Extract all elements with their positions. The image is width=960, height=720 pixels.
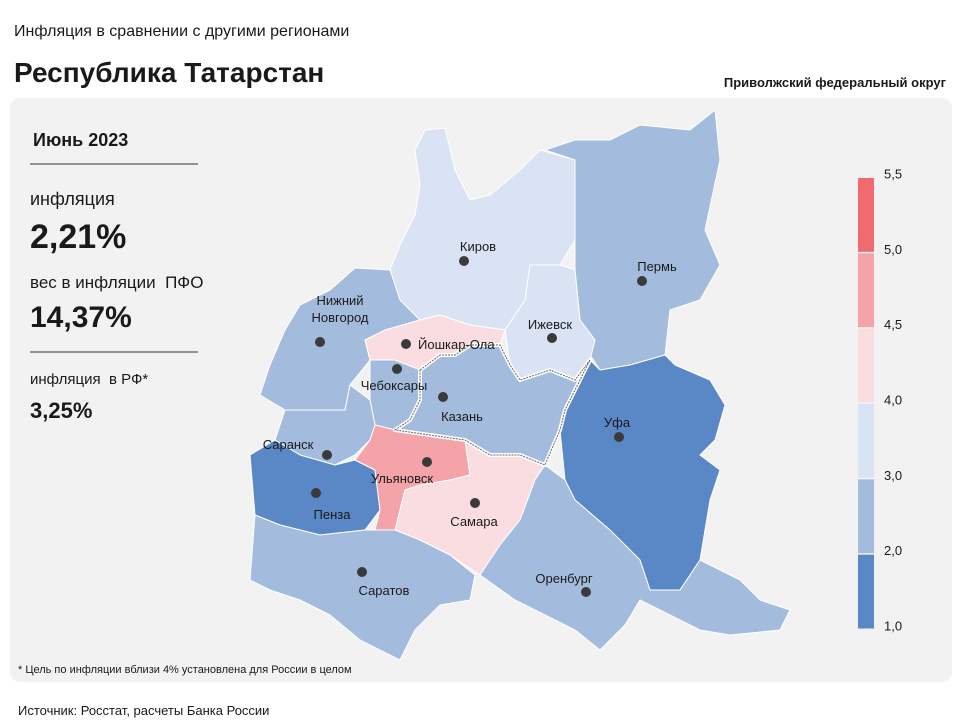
- city-label-line: Новгород: [312, 310, 369, 325]
- subtitle: Инфляция в сравнении с другими регионами: [14, 23, 349, 40]
- footnote: * Цель по инфляции вблизи 4% установлена…: [18, 664, 352, 676]
- city-label-line: Нижний: [316, 293, 363, 308]
- city-dot: [438, 392, 448, 402]
- region-outline: [393, 344, 591, 466]
- city-label: Уфа: [604, 415, 631, 430]
- city-dot: [459, 256, 469, 266]
- inflation-label: инфляция: [30, 189, 115, 209]
- city-label: Йошкар-Ола: [418, 337, 495, 352]
- city-label: Саранск: [263, 437, 314, 452]
- region: [479, 464, 791, 651]
- city-dot: [401, 339, 411, 349]
- city-label-line: Пермь: [637, 259, 677, 274]
- region: [274, 384, 376, 466]
- city-dot: [470, 498, 480, 508]
- city-label-line: Йошкар-Ола: [418, 337, 495, 352]
- city-label-line: Чебоксары: [361, 378, 428, 393]
- legend-tick-label: 4,5: [884, 317, 902, 332]
- legend-swatch: [858, 479, 874, 554]
- weight-value: 14,37%: [30, 301, 132, 334]
- city-label: Оренбург: [535, 571, 592, 586]
- weight-label: вес в инфляции ПФО: [30, 273, 203, 292]
- legend-swatch: [858, 253, 874, 328]
- city-label: Нижний Новгород: [312, 293, 369, 325]
- city-dot: [315, 337, 325, 347]
- legend-swatch: [858, 404, 874, 478]
- city-dot: [581, 587, 591, 597]
- city-dot: [322, 450, 332, 460]
- city-dot: [547, 333, 557, 343]
- city-label-line: Саратов: [359, 583, 410, 598]
- city-label-line: Оренбург: [535, 571, 592, 586]
- rf-value: 3,25%: [30, 398, 92, 423]
- city-label: Самара: [450, 514, 498, 529]
- city-label-line: Саранск: [263, 437, 314, 452]
- city-label: Киров: [460, 239, 496, 254]
- title: Республика Татарстан: [14, 57, 324, 88]
- period: Июнь 2023: [33, 130, 128, 150]
- legend-swatch: [858, 178, 874, 252]
- city-dot: [392, 364, 402, 374]
- city-label-line: Пенза: [314, 507, 352, 522]
- source: Источник: Росстат, расчеты Банка России: [18, 703, 269, 718]
- city-label: Пенза: [314, 507, 352, 522]
- city-dot: [614, 432, 624, 442]
- city-label-line: Ульяновск: [371, 471, 433, 486]
- city-dot: [422, 457, 432, 467]
- city-label: Ижевск: [528, 317, 573, 332]
- legend-tick-label: 5,0: [884, 242, 902, 257]
- city-label-line: Ижевск: [528, 317, 573, 332]
- city-label-line: Уфа: [604, 415, 631, 430]
- legend-tick-label: 2,0: [884, 543, 902, 558]
- city-label: Саратов: [359, 583, 410, 598]
- city-label-line: Казань: [441, 409, 483, 424]
- city-label: Ульяновск: [371, 471, 433, 486]
- city-dot: [637, 276, 647, 286]
- inflation-value: 2,21%: [30, 218, 126, 256]
- city-dot: [357, 567, 367, 577]
- legend-tick-label: 1,0: [884, 618, 902, 633]
- city-label-line: Киров: [460, 239, 496, 254]
- legend: 1,0 2,0 3,0 4,0 4,5 5,0 5,5: [858, 166, 902, 633]
- district: Приволжский федеральный округ: [724, 75, 947, 90]
- legend-tick-label: 4,0: [884, 392, 902, 407]
- city-dot: [311, 488, 321, 498]
- city-label: Пермь: [637, 259, 677, 274]
- legend-tick-label: 3,0: [884, 468, 902, 483]
- city-label: Чебоксары: [361, 378, 428, 393]
- region: [249, 514, 476, 661]
- rf-label: инфляция в РФ*: [30, 371, 148, 388]
- city-label: Казань: [441, 409, 483, 424]
- legend-tick-label: 5,5: [884, 166, 902, 181]
- map: Киров Пермь Ижевск Нижний Новгород Йошкар-Ола…: [249, 109, 791, 661]
- city-label-line: Самара: [450, 514, 498, 529]
- legend-swatch: [858, 554, 874, 629]
- legend-swatch: [858, 328, 874, 403]
